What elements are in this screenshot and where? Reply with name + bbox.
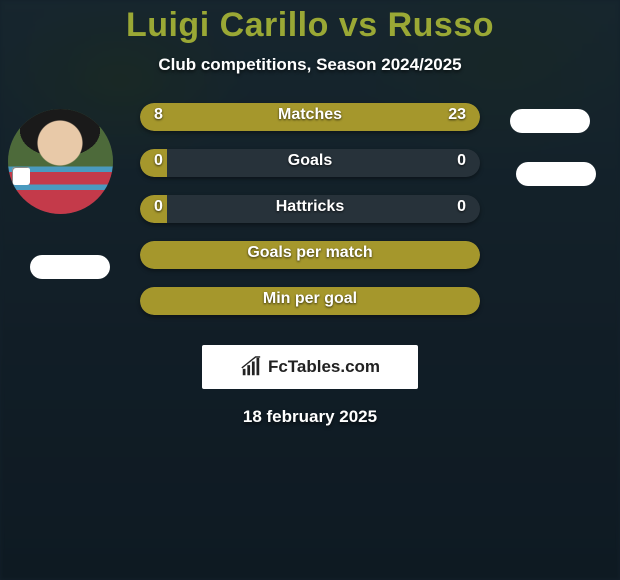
stat-bar-fill — [140, 287, 480, 315]
stat-label: Goals — [140, 152, 480, 170]
stat-value-left: 8 — [154, 106, 163, 124]
stat-value-right: 0 — [457, 198, 466, 216]
comparison-subtitle: Club competitions, Season 2024/2025 — [0, 55, 620, 75]
branding-text: FcTables.com — [268, 357, 380, 377]
stat-bar: Min per goal — [140, 287, 480, 315]
player-right-flag-icon-2 — [516, 162, 596, 186]
stat-bar: 823Matches — [140, 103, 480, 131]
branding-badge: FcTables.com — [202, 345, 418, 389]
player-right-flag-icon — [510, 109, 590, 133]
stat-value-left: 0 — [154, 152, 163, 170]
stat-value-right: 0 — [457, 152, 466, 170]
player-left-flag-icon — [30, 255, 110, 279]
infographic-content: Luigi Carillo vs Russo Club competitions… — [0, 0, 620, 580]
player-left-photo — [8, 109, 113, 214]
comparison-title: Luigi Carillo vs Russo — [0, 0, 620, 45]
stat-value-right: 23 — [448, 106, 466, 124]
stat-bar-fill-right — [228, 103, 480, 131]
stat-bar: Goals per match — [140, 241, 480, 269]
stat-bar-fill — [140, 241, 480, 269]
stat-bar: 0 0Goals — [140, 149, 480, 177]
comparison-zone: 823Matches00Goals00HattricksGoals per ma… — [0, 103, 620, 333]
player-left-avatar — [8, 109, 113, 214]
stat-label: Hattricks — [140, 198, 480, 216]
stat-bar: 0 0Hattricks — [140, 195, 480, 223]
infographic-date: 18 february 2025 — [0, 407, 620, 427]
stat-bars: 823Matches00Goals00HattricksGoals per ma… — [140, 103, 480, 333]
stat-value-left: 0 — [154, 198, 163, 216]
chart-icon — [240, 356, 262, 378]
